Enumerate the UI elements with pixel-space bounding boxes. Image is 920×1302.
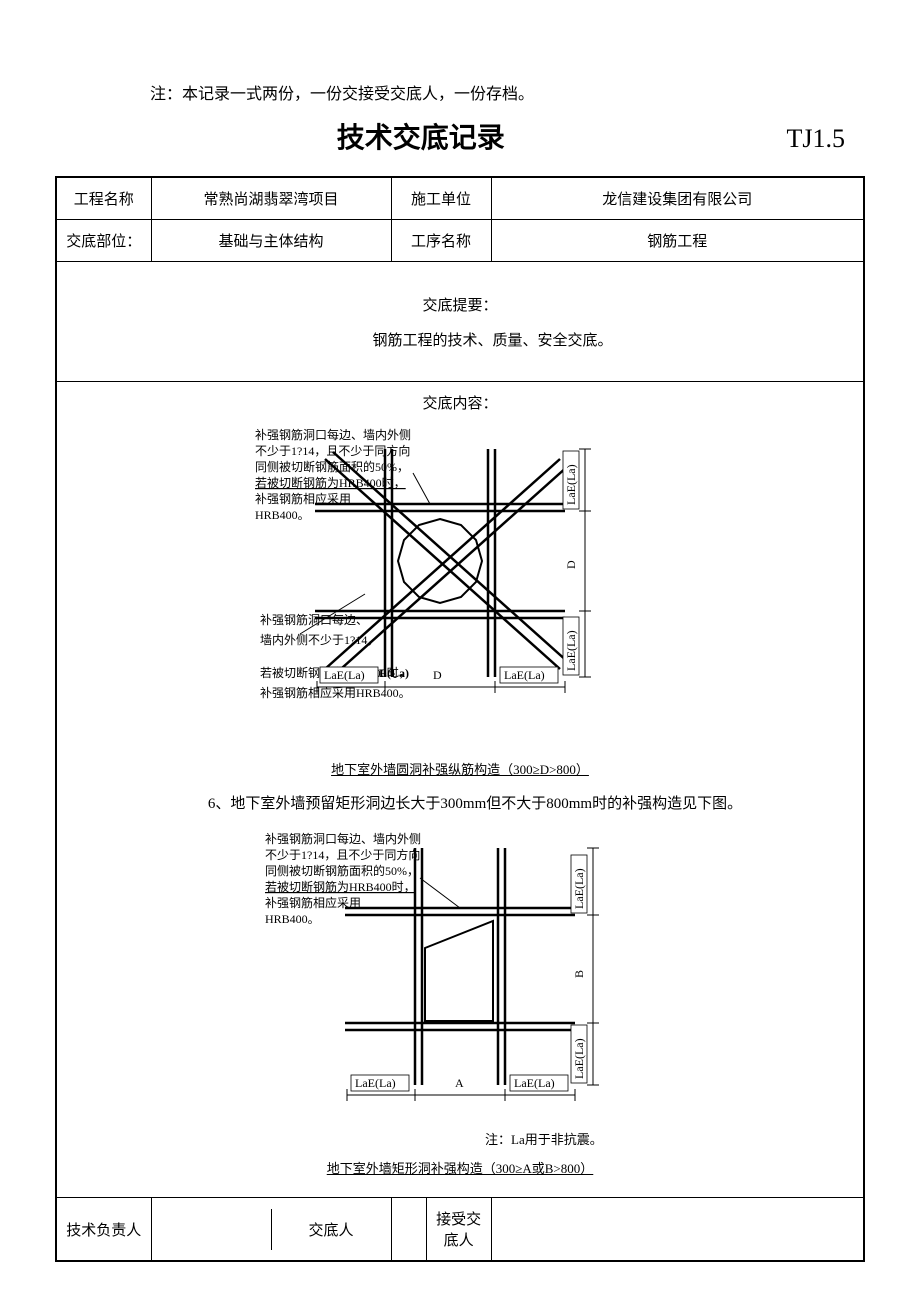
unit-label: 施工单位 (391, 177, 491, 220)
content-cell: 交底内容： 补强钢筋洞口每边、墙内外侧 (56, 382, 864, 1198)
proj-name-label: 工程名称 (56, 177, 151, 220)
archive-note: 注：本记录一式两份，一份交接受交底人，一份存档。 (55, 80, 865, 104)
svg-text:HRB400。: HRB400。 (255, 508, 310, 522)
receive-value (491, 1198, 864, 1262)
disclose-label: 交底人 (271, 1209, 391, 1250)
svg-text:LaE(La): LaE(La) (564, 464, 578, 505)
proc-value: 钢筋工程 (491, 220, 864, 262)
svg-text:若被切断钢筋为HRB400时，: 若被切断钢筋为HRB400时， (265, 879, 416, 894)
diagram-circular-opening: 补强钢筋洞口每边、墙内外侧 不少于1?14，且不少于同方向 同侧被切断钢筋面积的… (65, 419, 855, 749)
tech-lead-label: 技术负责人 (56, 1198, 151, 1262)
diagram1-caption: 地下室外墙圆洞补强纵筋构造（300≥D>800） (65, 759, 855, 778)
svg-text:补强钢筋洞口每边、: 补强钢筋洞口每边、 (260, 612, 368, 627)
svg-text:补强钢筋洞口每边、墙内外侧: 补强钢筋洞口每边、墙内外侧 (265, 831, 421, 846)
summary-body: 钢筋工程的技术、质量、安全交底。 (65, 329, 855, 350)
svg-text:LaE(La): LaE(La) (514, 1076, 555, 1090)
main-table: 工程名称 常熟尚湖翡翠湾项目 施工单位 龙信建设集团有限公司 交底部位： 基础与… (55, 176, 865, 1262)
svg-text:补强钢筋洞口每边、墙内外侧: 补强钢筋洞口每边、墙内外侧 (255, 427, 411, 442)
svg-text:HRB400。: HRB400。 (265, 912, 320, 926)
svg-text:LaE(La): LaE(La) (355, 1076, 396, 1090)
svg-text:LaE(La): LaE(La) (572, 868, 586, 909)
tech-lead-value (152, 1209, 272, 1250)
svg-text:B: B (572, 970, 586, 978)
svg-text:墙内外侧不少于1?14，: 墙内外侧不少于1?14， (260, 633, 379, 647)
summary-cell: 交底提要： 钢筋工程的技术、质量、安全交底。 (56, 262, 864, 382)
svg-text:同侧被切断钢筋面积的50%，: 同侧被切断钢筋面积的50%， (265, 863, 419, 878)
diagram-rect-opening: 补强钢筋洞口每边、墙内外侧 不少于1?14，且不少于同方向 同侧被切断钢筋面积的… (65, 823, 855, 1123)
svg-text:若被切断钢筋为HRB400时，: 若被切断钢筋为HRB400时， (255, 475, 406, 490)
proc-label: 工序名称 (391, 220, 491, 262)
svg-text:LaE(La): LaE(La) (504, 668, 545, 682)
section-6-text: 6、地下室外墙预留矩形洞边长大于300mm但不大于800mm时的补强构造见下图。 (65, 792, 855, 813)
receive-label: 接受交底人 (426, 1198, 490, 1260)
svg-text:LaE(La): LaE(La) (324, 668, 365, 682)
summary-heading: 交底提要： (65, 294, 855, 315)
svg-text:A: A (455, 1076, 464, 1090)
part-value: 基础与主体结构 (151, 220, 391, 262)
proj-name: 常熟尚湖翡翠湾项目 (151, 177, 391, 220)
svg-text:不少于1?14，且不少于同方向: 不少于1?14，且不少于同方向 (255, 443, 410, 458)
unit-name: 龙信建设集团有限公司 (491, 177, 864, 220)
svg-text:D: D (564, 560, 578, 569)
diagram2-caption: 地下室外墙矩形洞补强构造（300≥A或B>800） (65, 1158, 855, 1177)
svg-text:不少于1?14，且不少于同方向: 不少于1?14，且不少于同方向 (265, 847, 420, 862)
part-label: 交底部位： (56, 220, 151, 262)
svg-text:D: D (433, 668, 442, 682)
doc-code: TJ1.5 (787, 124, 866, 154)
disclose-value (392, 1198, 427, 1260)
svg-text:LaE(La): LaE(La) (564, 630, 578, 671)
la-footnote: 注：La用于非抗震。 (485, 1129, 855, 1148)
content-heading: 交底内容： (65, 392, 855, 413)
doc-title: 技术交底记录 (55, 116, 787, 156)
svg-text:LaE(La): LaE(La) (572, 1038, 586, 1079)
